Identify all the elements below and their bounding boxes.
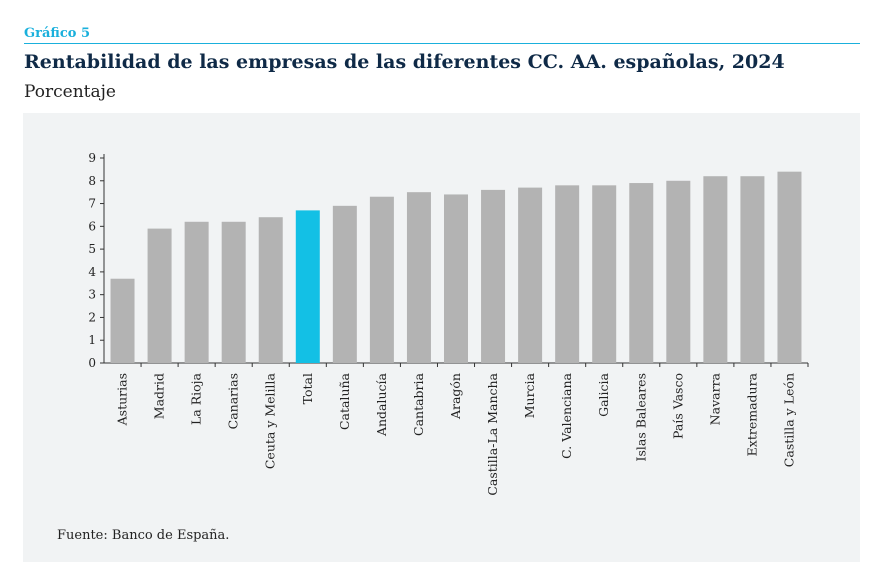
- bar-c-valenciana: [555, 185, 580, 363]
- bar-total: [295, 210, 320, 363]
- bar-andaluc-a: [369, 196, 394, 363]
- chart-subtitle: Porcentaje: [24, 82, 116, 102]
- x-tick-label: Islas Baleares: [633, 373, 648, 461]
- x-tick-label: Asturias: [115, 373, 130, 426]
- y-tick-label: 2: [88, 310, 96, 324]
- x-tick-label: Madrid: [152, 373, 167, 419]
- x-tick-label: País Vasco: [670, 373, 685, 439]
- x-tick-label: La Rioja: [189, 372, 204, 425]
- chart-kicker: Gráfico 5: [24, 26, 90, 41]
- bar-pa-s-vasco: [666, 180, 691, 363]
- bar-extremadura: [740, 176, 765, 363]
- x-tick-label: Cataluña: [337, 372, 352, 430]
- y-tick-label: 1: [88, 333, 96, 347]
- source-note: Fuente: Banco de España.: [57, 528, 230, 543]
- y-tick-label: 5: [88, 242, 96, 256]
- x-tick-label: Total: [300, 373, 315, 404]
- x-tick-label: Galicia: [596, 372, 611, 416]
- x-tick-label: Murcia: [522, 372, 537, 418]
- bar-castilla-la-mancha: [481, 189, 506, 363]
- x-tick-label: Ceuta y Melilla: [263, 372, 278, 469]
- x-tick-label: Aragón: [448, 373, 463, 420]
- bar-asturias: [110, 278, 135, 363]
- bar-galicia: [592, 185, 617, 363]
- bar-catalu-a: [332, 205, 357, 363]
- y-tick-label: 0: [88, 356, 96, 370]
- y-tick-label: 7: [88, 197, 96, 211]
- x-tick-label: Navarra: [707, 372, 722, 425]
- bar-islas-baleares: [629, 183, 654, 363]
- bar-murcia: [518, 187, 543, 363]
- y-tick-label: 9: [88, 151, 96, 165]
- bar-cantabria: [406, 192, 431, 363]
- x-tick-label: Canarias: [226, 373, 241, 429]
- x-tick-label: C. Valenciana: [559, 372, 574, 458]
- bar-arag-n: [444, 194, 468, 363]
- x-tick-label: Cantabria: [411, 372, 426, 436]
- x-tick-label: Castilla-La Mancha: [485, 372, 500, 495]
- y-tick-label: 4: [88, 265, 96, 279]
- x-tick-label: Castilla y León: [781, 373, 796, 467]
- chart-title: Rentabilidad de las empresas de las dife…: [24, 51, 785, 73]
- y-tick-label: 3: [88, 288, 96, 302]
- x-tick-label: Andalucía: [374, 372, 389, 437]
- divider: [24, 43, 860, 44]
- bar-ceuta-y-melilla: [258, 217, 283, 363]
- bar-canarias: [221, 221, 246, 363]
- bar-la-rioja: [184, 221, 209, 363]
- bar-madrid: [147, 228, 172, 363]
- bar-castilla-y-le-n: [777, 171, 802, 363]
- y-tick-label: 8: [88, 174, 96, 188]
- x-tick-label: Extremadura: [744, 372, 759, 456]
- bar-navarra: [703, 176, 728, 363]
- y-tick-label: 6: [88, 219, 96, 233]
